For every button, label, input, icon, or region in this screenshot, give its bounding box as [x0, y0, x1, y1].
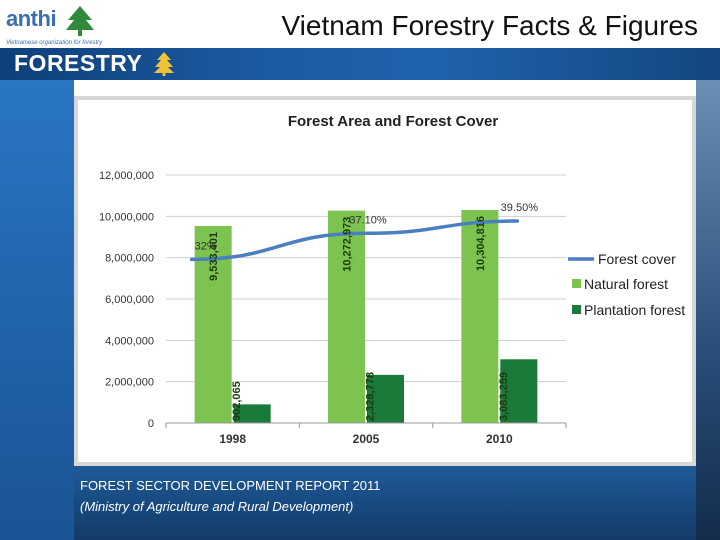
logo-text: anthi	[6, 6, 57, 31]
legend-swatch-plantation-forest	[572, 305, 581, 314]
bar-plantation-forest	[233, 404, 271, 423]
chart-title: Forest Area and Forest Cover	[288, 113, 498, 130]
header: anthi Vietnamese organization for forest…	[0, 0, 720, 48]
data-label-plantation-forest: 3,083,259	[498, 372, 510, 421]
x-tick-label: 2010	[486, 432, 513, 446]
data-label-plantation-forest: 2,328,778	[365, 372, 377, 421]
data-label-plantation-forest: 902,065	[231, 381, 243, 421]
y-tick-label: 8,000,000	[105, 253, 154, 265]
anthi-logo[interactable]: anthi Vietnamese organization for forest…	[4, 4, 102, 48]
bar-natural-forest	[461, 210, 499, 423]
y-tick-label: 0	[148, 418, 154, 430]
y-tick-label: 10,000,000	[99, 211, 154, 223]
source-organization: (Ministry of Agriculture and Rural Devel…	[80, 499, 354, 514]
source-report-title: FOREST SECTOR DEVELOPMENT REPORT 2011	[80, 478, 381, 493]
legend-label-plantation-forest: Plantation forest	[584, 302, 685, 318]
banner-label: FORESTRY	[14, 50, 143, 76]
logo-tree-icon	[66, 6, 94, 36]
lower-background-band	[74, 466, 696, 540]
logo-tagline: Vietnamese organization for forestry	[6, 40, 103, 46]
data-label-natural-forest: 10,272,973	[342, 217, 354, 272]
left-background-panel	[0, 80, 74, 540]
legend-label-natural-forest: Natural forest	[584, 276, 668, 292]
legend-label-forest-cover: Forest cover	[598, 251, 676, 267]
y-tick-label: 2,000,000	[105, 377, 154, 389]
right-background-panel	[696, 80, 720, 540]
y-tick-label: 6,000,000	[105, 294, 154, 306]
slide-title: Vietnam Forestry Facts & Figures	[281, 10, 699, 41]
forest-chart: Forest Area and Forest Cover 9,533,401 90…	[99, 113, 685, 446]
data-label-natural-forest: 9,533,401	[208, 232, 220, 281]
bar-natural-forest	[328, 210, 365, 423]
data-label-natural-forest: 10,304,816	[475, 216, 487, 271]
x-tick-label: 1998	[219, 432, 246, 446]
legend-swatch-natural-forest	[572, 279, 581, 288]
chart-panel: Forest Area and Forest Cover 9,533,401 90…	[74, 96, 696, 466]
bar-plantation-forest	[367, 374, 404, 423]
forestry-banner: FORESTRY	[0, 48, 720, 80]
bar-plantation-forest	[500, 359, 538, 423]
pine-tree-icon	[154, 52, 174, 76]
data-label-forest-cover: 37.10%	[349, 214, 387, 226]
data-label-forest-cover: 39.50%	[501, 202, 539, 214]
y-tick-label: 4,000,000	[105, 335, 154, 347]
line-forest-cover	[189, 219, 520, 262]
x-tick-label: 2005	[353, 432, 380, 446]
data-label-forest-cover: 32%	[195, 240, 217, 252]
y-tick-label: 12,000,000	[99, 170, 154, 182]
